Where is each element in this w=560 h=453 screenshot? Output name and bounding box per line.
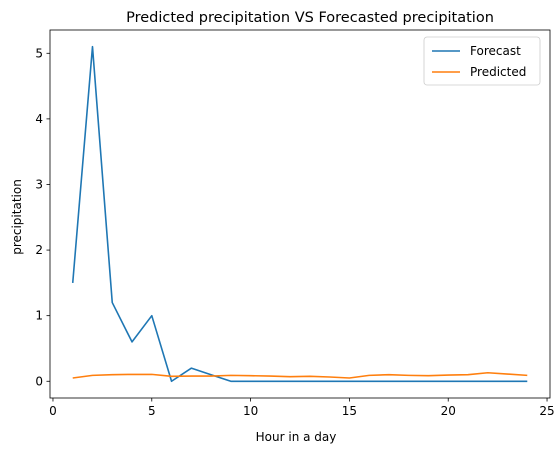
- series-line-forecast: [71, 45, 528, 383]
- x-tick-label: 20: [441, 404, 456, 418]
- x-tick-label: 5: [148, 404, 156, 418]
- x-axis: 0 5 10 15 20 25: [49, 398, 555, 418]
- y-tick-label: 4: [35, 112, 43, 126]
- plot-area: [49, 29, 551, 399]
- y-axis: 0 1 2 3 4 5: [35, 46, 50, 388]
- x-tick-label: 25: [539, 404, 554, 418]
- series-layer: [71, 45, 528, 383]
- x-axis-label: Hour in a day: [256, 430, 337, 444]
- x-tick-label: 10: [243, 404, 258, 418]
- y-tick-label: 5: [35, 46, 43, 60]
- legend-box: [423, 36, 541, 86]
- x-tick-label: 0: [49, 404, 57, 418]
- legend-label-predicted: Predicted: [470, 65, 526, 79]
- y-tick-label: 3: [35, 177, 43, 191]
- x-tick-label: 15: [342, 404, 357, 418]
- y-tick-label: 2: [35, 243, 43, 257]
- legend-label-forecast: Forecast: [470, 44, 521, 58]
- axes-frame: [49, 29, 551, 399]
- y-axis-label: precipitation: [10, 179, 24, 255]
- chart-title: Predicted precipitation VS Forecasted pr…: [126, 10, 494, 26]
- series-line-predicted: [72, 371, 528, 379]
- legend: Forecast Predicted: [423, 36, 541, 86]
- y-tick-label: 1: [35, 309, 43, 323]
- y-tick-label: 0: [35, 374, 43, 388]
